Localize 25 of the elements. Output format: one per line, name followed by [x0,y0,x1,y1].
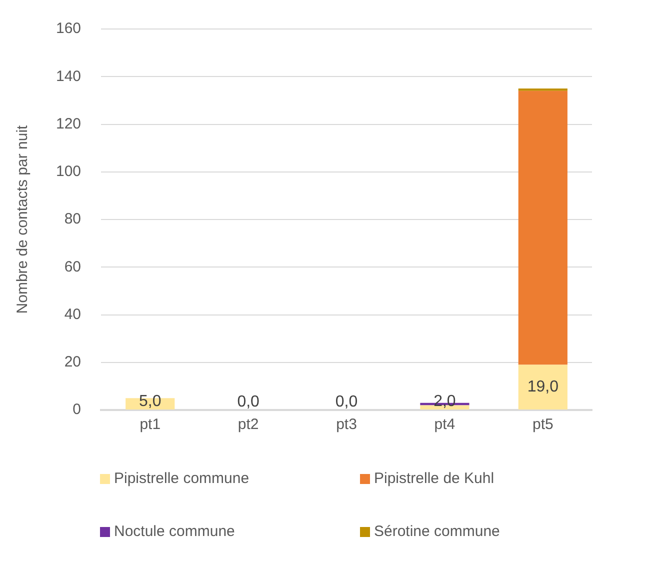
x-tick-label: pt1 [140,416,161,434]
legend-label: Pipistrelle commune [114,470,250,487]
y-tick-label: 140 [56,68,82,85]
y-tick-label: 40 [64,306,82,323]
y-tick-label: 100 [56,163,82,180]
y-tick-label: 120 [56,115,82,132]
y-tick-label: 160 [56,20,82,38]
legend-label: Noctule commune [114,523,235,540]
legend-label: Pipistrelle de Kuhl [374,470,494,487]
x-tick-label: pt3 [336,416,357,434]
y-tick-label: 0 [72,401,82,418]
bar [518,90,568,365]
data-label: 19,0 [527,378,559,396]
y-tick-label: 20 [64,354,82,371]
bar [518,364,568,410]
y-tick-label: 60 [64,258,82,276]
x-tick-label: pt2 [238,416,259,434]
data-label: 5,0 [139,392,162,410]
x-tick-label: pt5 [532,416,554,434]
data-label: 0,0 [237,393,260,410]
data-label: 0,0 [335,393,358,410]
y-tick-label: 80 [64,210,82,228]
legend-label: Sérotine commune [374,523,500,540]
x-tick-label: pt4 [434,416,456,434]
y-axis-title: Nombre de contacts par nuit [14,124,32,314]
